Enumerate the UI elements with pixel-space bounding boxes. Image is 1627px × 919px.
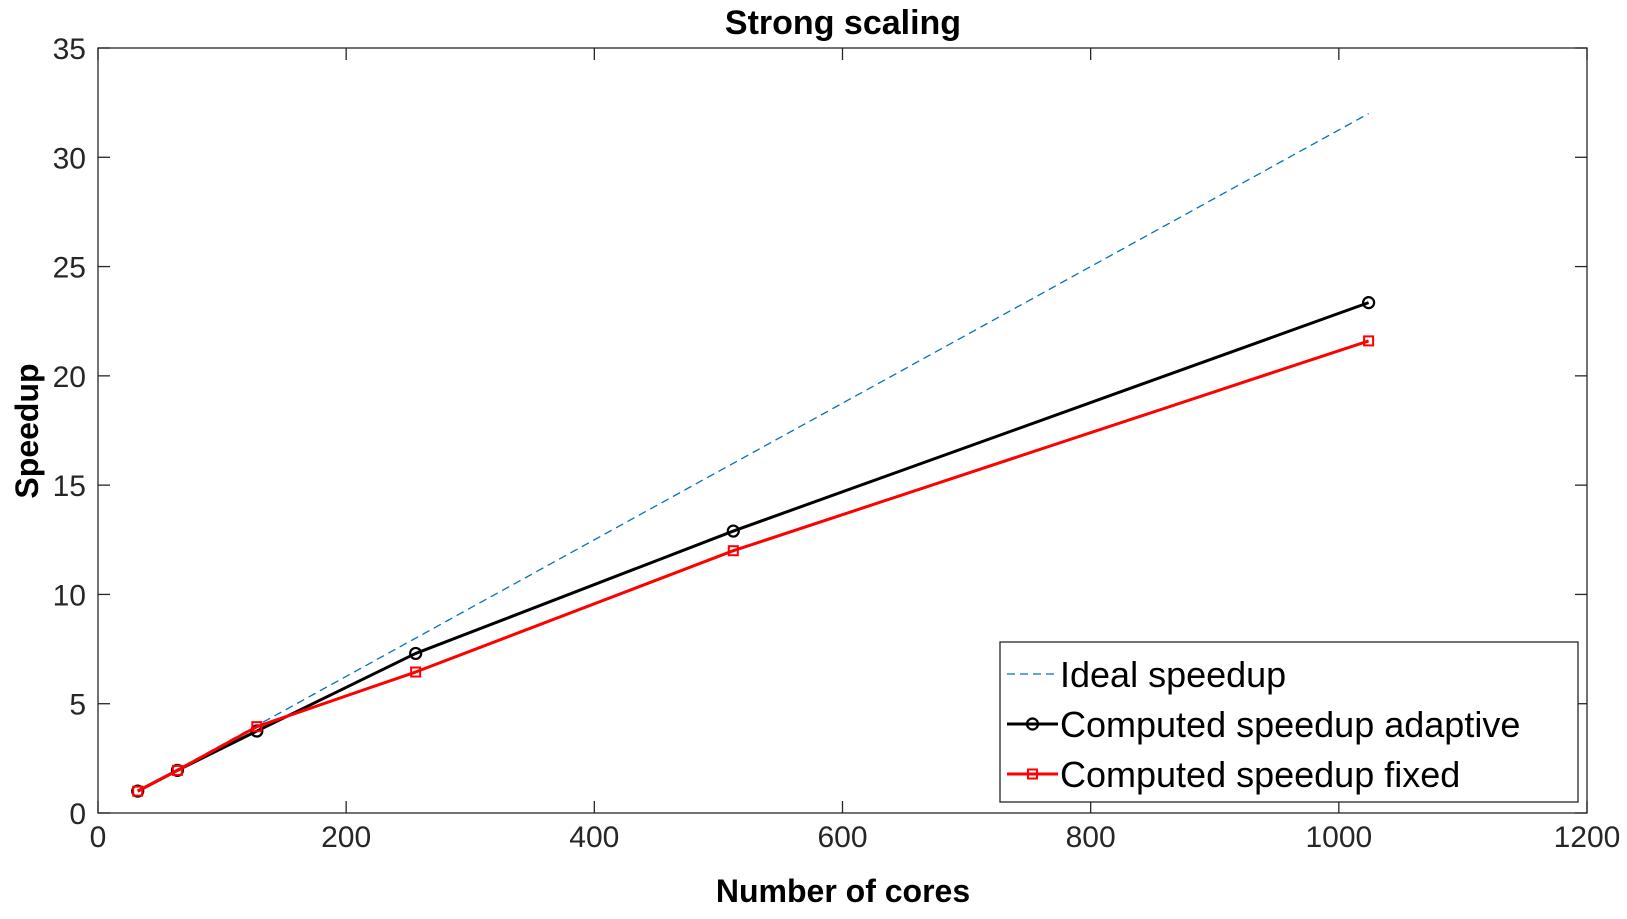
series-3-point-4 — [410, 666, 422, 678]
y-tick-label: 25 — [53, 252, 86, 285]
series-2-point-4 — [409, 646, 423, 661]
y-tick-label: 15 — [53, 470, 86, 503]
series-line-3 — [137, 339, 1370, 793]
y-tick-label: 0 — [69, 798, 86, 831]
x-axis-title: Number of cores — [716, 873, 970, 909]
series-line-1 — [137, 113, 1369, 792]
series-3-point-2 — [171, 764, 183, 776]
x-tick-label: 200 — [321, 821, 371, 854]
x-tick-label: 600 — [817, 821, 867, 854]
series-3-point-3 — [251, 721, 263, 733]
legend-label-3: Computed speedup fixed — [1060, 754, 1460, 795]
y-tick-label: 5 — [69, 689, 86, 722]
x-tick-label: 400 — [569, 821, 619, 854]
legend-label-1: Ideal speedup — [1060, 654, 1286, 695]
series-3-point-5 — [727, 545, 739, 557]
y-axis-title: Speedup — [9, 363, 45, 498]
series-3-point-1 — [132, 785, 144, 797]
y-tick-label: 30 — [53, 142, 86, 175]
series-2-point-5 — [726, 524, 740, 538]
series-3-point-6 — [1363, 335, 1375, 347]
legend-box — [999, 641, 1579, 803]
legend-label-2: Computed speedup adaptive — [1060, 704, 1520, 745]
chart-title: Strong scaling — [725, 4, 961, 42]
x-tick-label: 1200 — [1554, 821, 1621, 854]
legend-marker-3 — [1027, 768, 1038, 780]
legend-marker-2 — [1025, 717, 1040, 731]
y-tick-label: 35 — [53, 33, 86, 66]
x-tick-label: 800 — [1066, 821, 1116, 854]
x-tick-label: 0 — [90, 821, 107, 854]
y-tick-label: 10 — [53, 579, 86, 612]
series-2-point-6 — [1362, 296, 1376, 310]
x-tick-label: 1000 — [1305, 821, 1372, 854]
y-tick-label: 20 — [53, 361, 86, 394]
